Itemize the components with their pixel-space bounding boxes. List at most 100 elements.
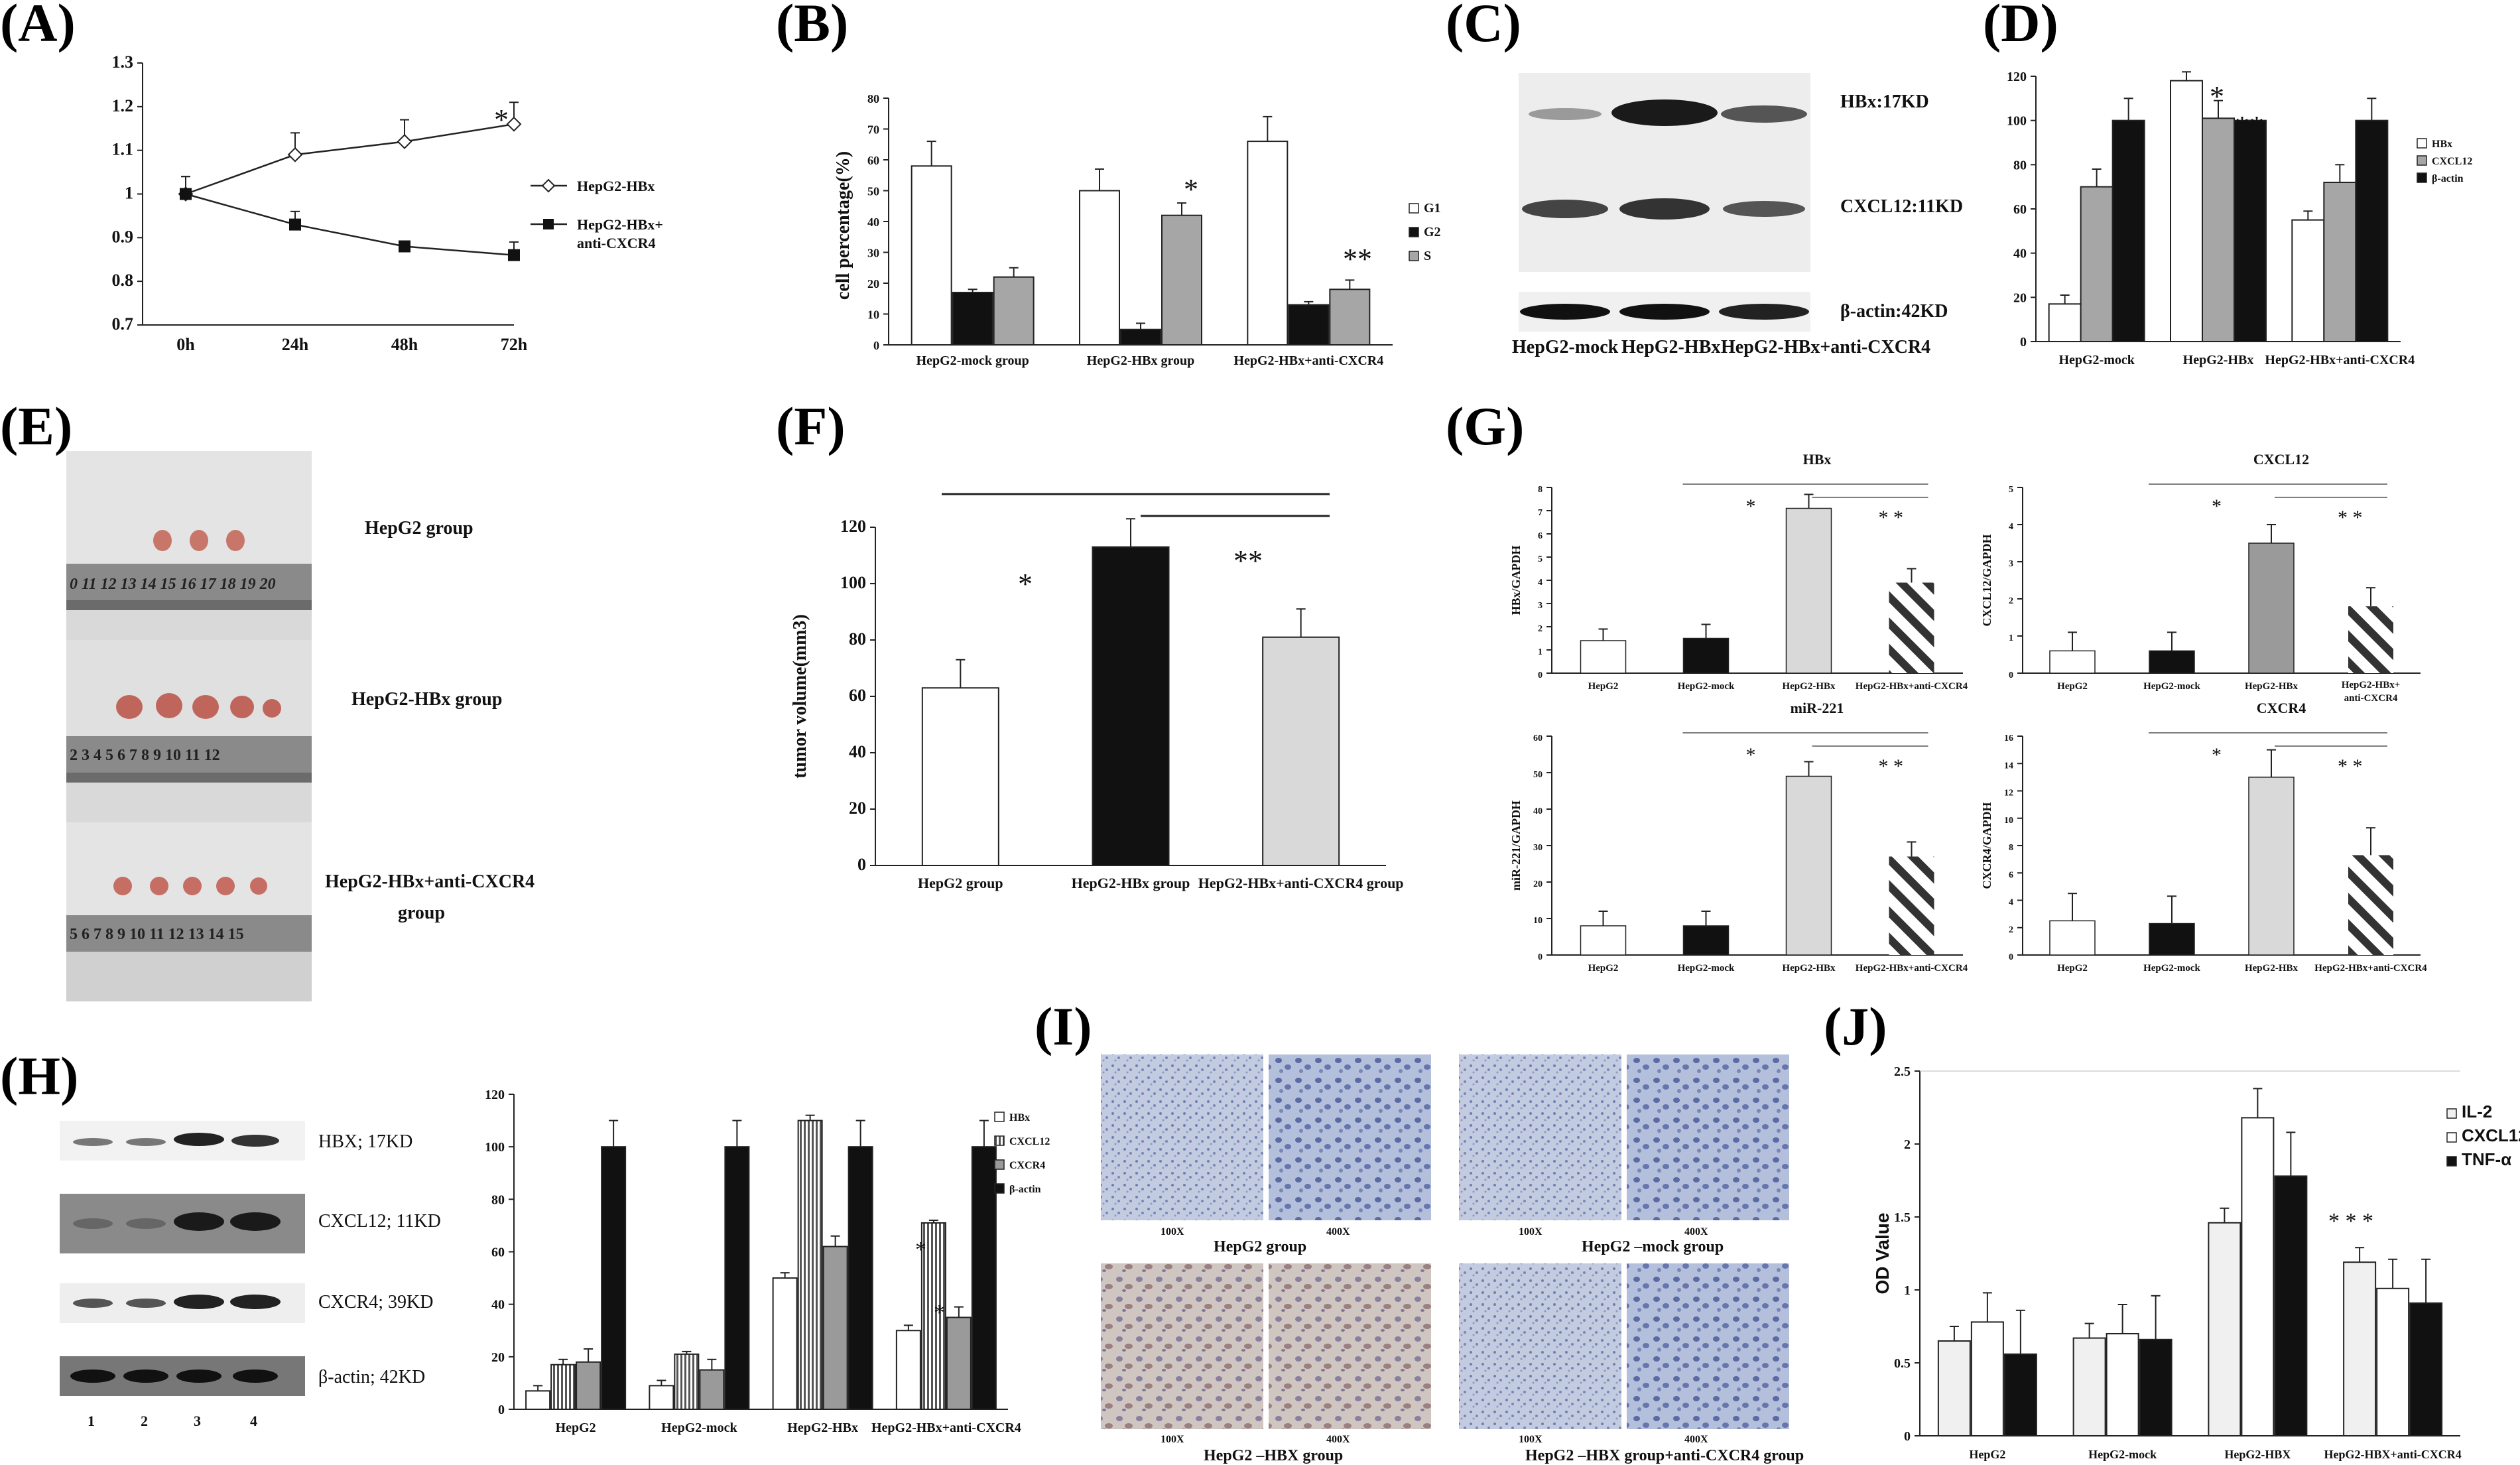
legend-swatch-j <box>2446 1132 2457 1143</box>
y-axis-title-j: OD Value <box>1872 1213 1893 1295</box>
x-category-label-g1: HepG2 <box>1588 681 1619 692</box>
bar-h-HBx <box>895 1330 921 1410</box>
x-category-label-b: HepG2-HBx+anti-CXCR4 <box>1233 353 1383 368</box>
x-category-label-g1: HepG2-mock <box>1678 681 1735 692</box>
blot-c-lane-2: HepG2-HBx <box>1621 337 1720 357</box>
marker-diamond-a <box>506 116 522 132</box>
y-tick-label-b: 30 <box>867 247 879 260</box>
y-tick-label-g3: 20 <box>1533 879 1543 889</box>
significance-f: ** <box>1233 544 1263 577</box>
y-tick-label-f: 60 <box>849 686 866 705</box>
panel-letter-j: (J) <box>1824 996 1887 1056</box>
x-category-label-b: HepG2-mock group <box>916 353 1029 368</box>
y-tick-label-g2: 2 <box>2009 596 2013 606</box>
blot-c-lane-1: HepG2-mock <box>1512 337 1619 357</box>
y-axis-title-f: tumor volume(mm3) <box>790 614 810 779</box>
y-tick-label-g2: 0 <box>2009 670 2013 680</box>
y-tick-label-b: 40 <box>867 216 879 229</box>
bar-j-IL-2 <box>2343 1261 2377 1436</box>
ruler-3-label: 5 6 7 8 9 10 11 12 13 14 15 <box>70 926 244 943</box>
blot-c-band-cxcl12: CXCL12:11KD <box>1840 196 1963 217</box>
y-tick-label-g4: 8 <box>2009 843 2013 853</box>
legend-label-a: anti-CXCR4 <box>577 235 656 251</box>
y-tick-label-a: 1.1 <box>112 140 134 159</box>
bar-h-β-actin <box>601 1146 627 1410</box>
significance-d: * <box>2210 80 2224 113</box>
x-category-label-j: HepG2 <box>1969 1448 2005 1461</box>
x-category-label-g4: HepG2-HBx <box>2245 963 2299 974</box>
y-tick-label-h: 120 <box>485 1088 505 1102</box>
x-category-label-j: HepG2-mock <box>2088 1448 2157 1461</box>
blot-h-band-hbx: HBX; 17KD <box>318 1131 412 1152</box>
legend-marker-a-0 <box>541 178 556 193</box>
bar-j-CXCL12 <box>2376 1287 2410 1437</box>
y-tick-label-b: 70 <box>867 123 879 137</box>
legend-label-a: HepG2-HBx <box>577 178 655 194</box>
y-tick-label-a: 1 <box>125 184 133 203</box>
y-tick-label-h: 0 <box>498 1403 505 1417</box>
chart-title-g4: CXCR4 <box>2257 700 2306 716</box>
significance-b: * <box>1184 173 1198 206</box>
y-tick-label-b: 10 <box>867 308 879 322</box>
y-tick-label-a: 0.9 <box>112 227 134 246</box>
y-tick-label-g4: 2 <box>2009 925 2013 935</box>
histo-group-1: HepG2 group <box>1214 1238 1306 1255</box>
bar-h-CXCL12 <box>550 1364 576 1410</box>
bar-j-CXCL12 <box>1970 1321 2004 1437</box>
ruler-1-label: 0 11 12 13 14 15 16 17 18 19 20 <box>70 576 276 593</box>
bar-g2 <box>2149 650 2195 674</box>
legend-label-h: β-actin <box>1009 1184 1041 1195</box>
bar-h-β-actin <box>971 1146 997 1410</box>
significance-f: * <box>1018 568 1033 600</box>
bar-b-S <box>1161 214 1202 346</box>
x-category-label-h: HepG2-HBx <box>787 1421 858 1435</box>
bar-g1 <box>1682 637 1730 674</box>
marker-diamond-a <box>397 134 412 149</box>
y-tick-label-d: 20 <box>2013 290 2027 305</box>
y-tick-label-f: 80 <box>849 629 866 649</box>
y-tick-label-g3: 30 <box>1533 843 1543 853</box>
legend-label-b: S <box>1424 249 1431 263</box>
x-category-label-a: 72h <box>501 335 528 354</box>
bar-b-S <box>1329 288 1371 346</box>
bar-g3 <box>1682 925 1730 956</box>
y-tick-label-b: 0 <box>873 339 879 352</box>
y-tick-label-f: 100 <box>840 573 866 592</box>
y-tick-label-j: 1 <box>1904 1283 1911 1298</box>
bar-d-CXCL12 <box>2202 117 2235 342</box>
y-tick-label-g1: 7 <box>1538 508 1543 518</box>
bar-g1 <box>1785 507 1832 674</box>
bar-g1 <box>1580 640 1627 674</box>
y-tick-label-d: 60 <box>2013 202 2027 217</box>
histo-mag-5: 100X <box>1161 1434 1184 1445</box>
y-tick-label-g2: 4 <box>2009 522 2013 532</box>
western-blot-c: HBx:17KD CXCL12:11KD β-actin:42KD HepG2-… <box>1512 73 1963 357</box>
legend-label-j: IL-2 <box>2462 1102 2492 1121</box>
y-axis-title-g3: miR-221/GAPDH <box>1509 800 1523 891</box>
series-line-a-1 <box>185 193 515 256</box>
x-category-label-f: HepG2-HBx group <box>1072 875 1190 891</box>
y-axis-title-g1: HBx/GAPDH <box>1509 545 1523 615</box>
legend-swatch-d <box>2417 172 2427 183</box>
y-tick-label-a: 0.7 <box>112 314 134 334</box>
significance-g3: * <box>1746 744 1756 766</box>
bar-b-S <box>993 276 1035 346</box>
legend-swatch-j <box>2446 1108 2457 1119</box>
marker-square-a <box>508 249 520 261</box>
x-category-label-j: HepG2-HBX+anti-CXCR4 <box>2324 1448 2461 1461</box>
legend-swatch-j <box>2446 1156 2457 1167</box>
significance-h: * <box>915 1238 926 1262</box>
panel-letter-i: (I) <box>1035 996 1092 1056</box>
bar-h-CXCL12 <box>674 1353 700 1410</box>
significance-g2: * <box>2212 495 2222 517</box>
bar-g3 <box>1580 925 1627 956</box>
blot-h-lane-2: 2 <box>141 1413 148 1429</box>
y-tick-label-f: 20 <box>849 798 866 818</box>
panel-letter-e: (E) <box>0 396 72 456</box>
y-tick-label-j: 0 <box>1904 1429 1911 1444</box>
significance-g4: * <box>2212 744 2222 766</box>
western-blot-h: HBX; 17KD CXCL12; 11KD CXCR4; 39KD β-act… <box>60 1121 441 1429</box>
y-tick-label-j: 0.5 <box>1894 1356 1911 1371</box>
bar-f <box>921 687 999 866</box>
panel-letter-h: (H) <box>0 1046 78 1106</box>
